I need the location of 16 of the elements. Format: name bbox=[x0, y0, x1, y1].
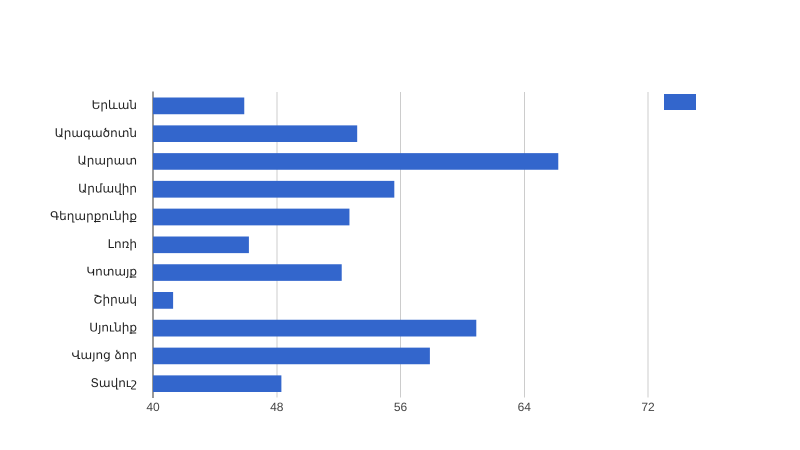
x-tick-label: 40 bbox=[146, 400, 160, 414]
y-tick-label: Արմավիր bbox=[78, 181, 137, 196]
y-tick-label: Լոռի bbox=[108, 236, 137, 251]
y-tick-label: Գեղարքունիք bbox=[50, 209, 137, 224]
x-tick-label: 64 bbox=[518, 400, 532, 414]
x-tick-label: 72 bbox=[641, 400, 655, 414]
x-tick-label: 48 bbox=[270, 400, 284, 414]
y-tick-label: Երևան bbox=[92, 98, 137, 112]
y-tick-label: Վայոց ձոր bbox=[71, 348, 137, 362]
y-tick-label: Տավուշ bbox=[90, 376, 138, 390]
y-tick-label: Կոտայք bbox=[86, 264, 137, 279]
x-tick-label: 56 bbox=[394, 400, 408, 414]
y-tick-label: Սյունիք bbox=[89, 320, 137, 334]
y-tick-label: Արարատ bbox=[78, 154, 137, 168]
y-tick-label: Արագածոտն bbox=[54, 126, 137, 140]
y-tick-label: Շիրակ bbox=[93, 292, 137, 306]
